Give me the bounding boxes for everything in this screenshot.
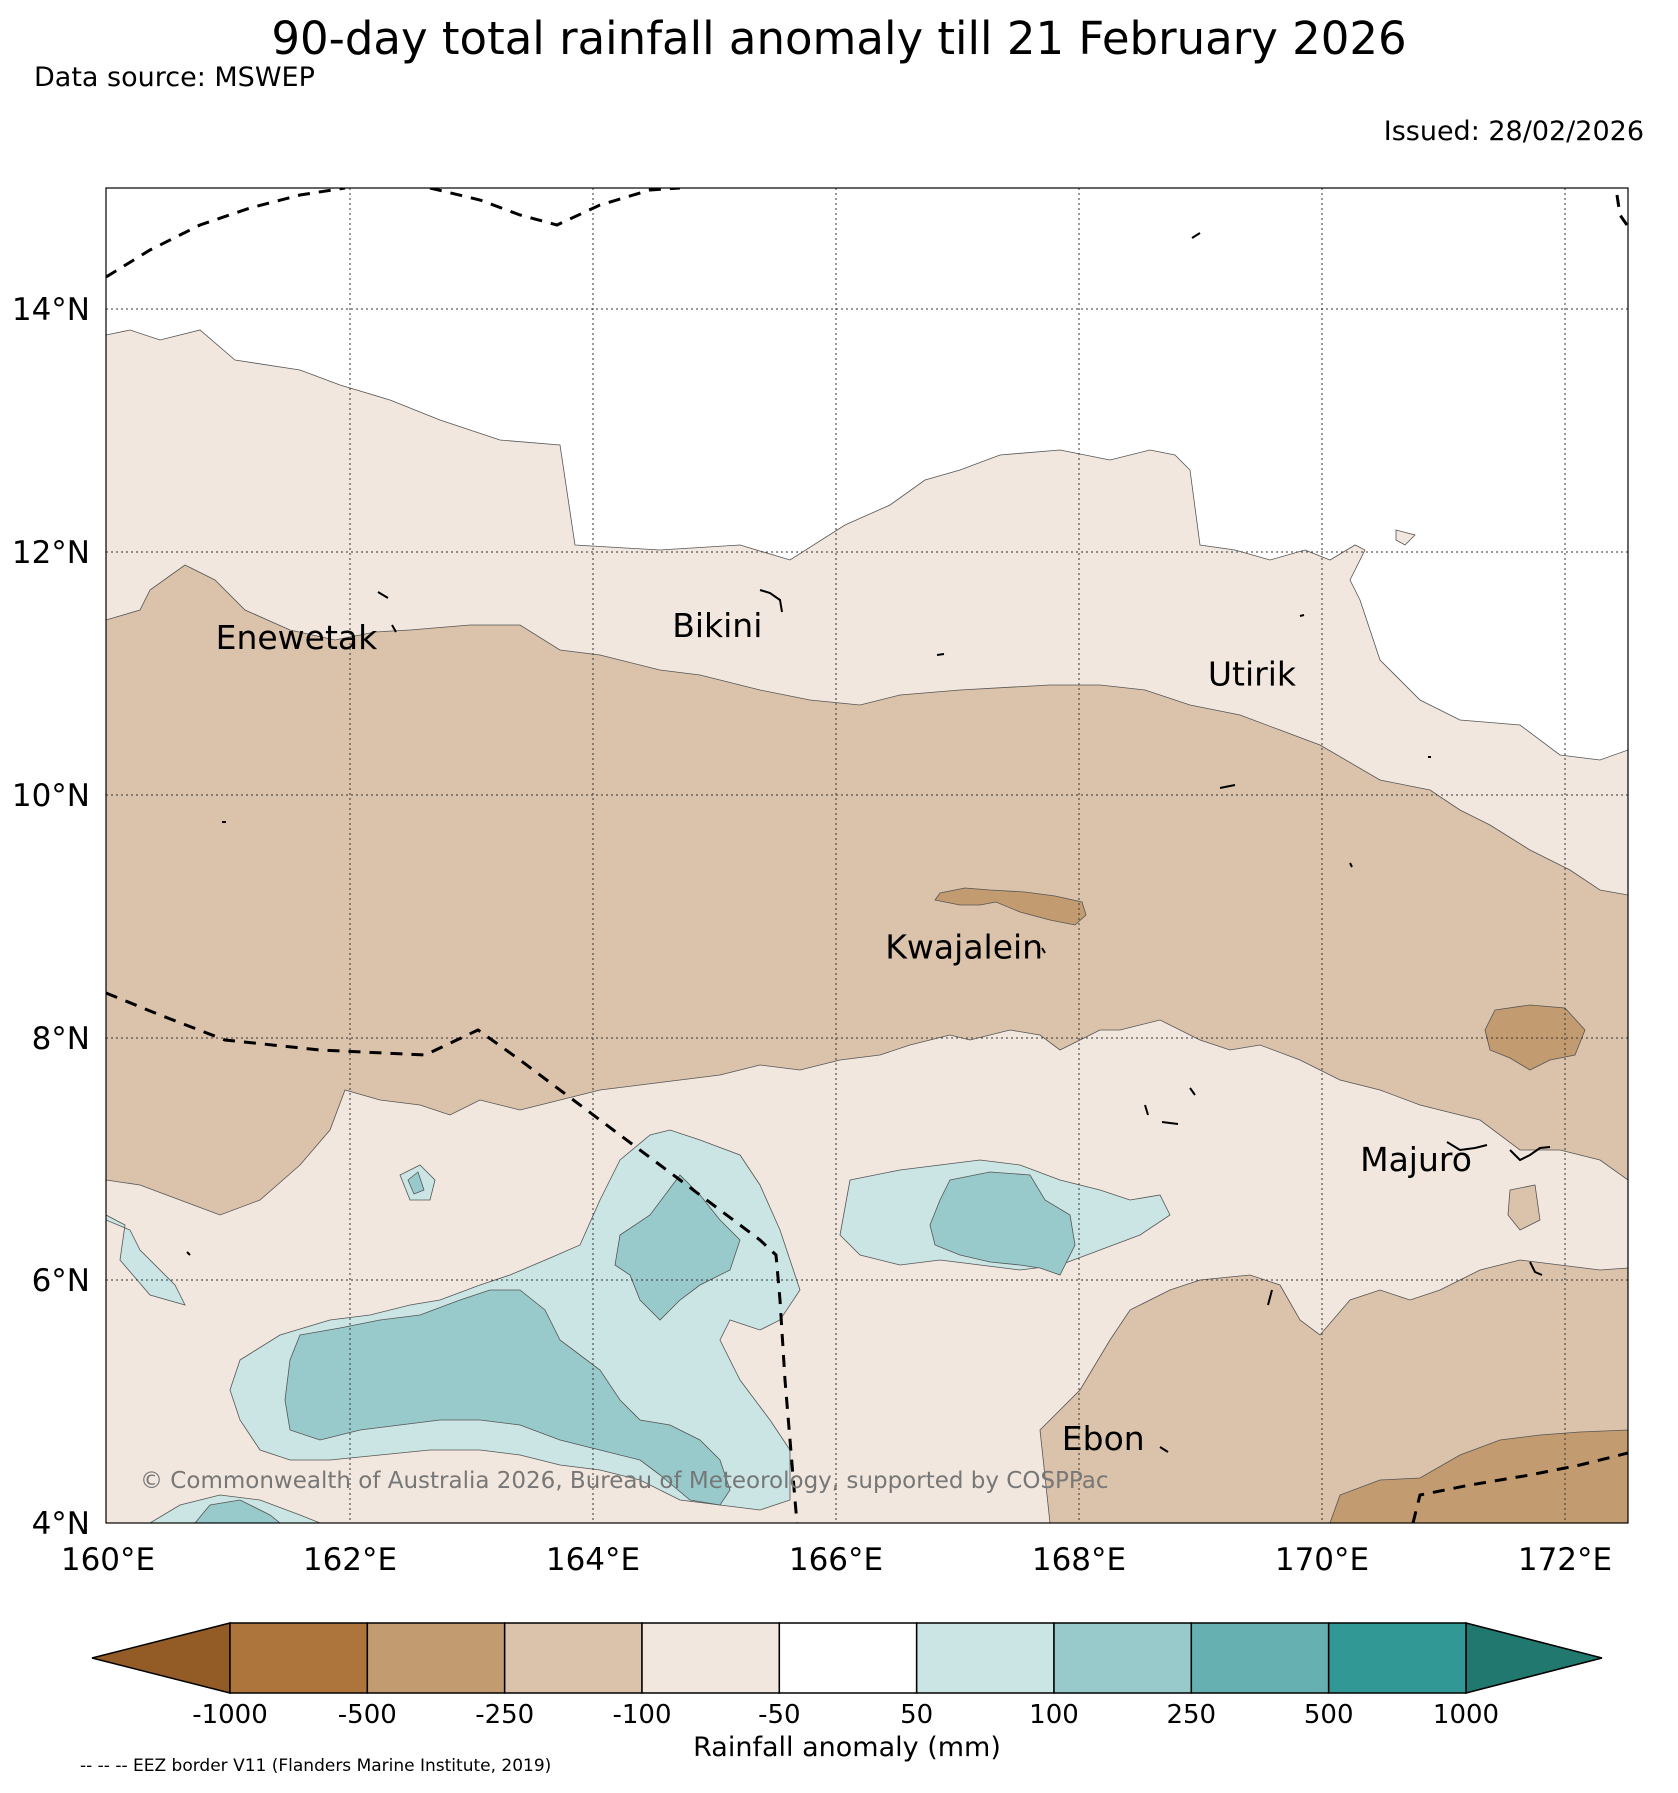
anomaly-band-teal-middle xyxy=(614,1174,741,1321)
eez-border-north xyxy=(106,188,681,279)
colorbar-tick-label: -50 xyxy=(758,1700,800,1730)
place-label-majuro: Majuro xyxy=(1360,1140,1472,1179)
colorbar-cell xyxy=(366,1622,506,1694)
map-title: 90-day total rainfall anomaly till 21 Fe… xyxy=(271,12,1407,65)
colorbar-tick-label: -100 xyxy=(612,1700,671,1730)
anomaly-fields xyxy=(106,329,1628,1523)
lon-label-172e: 172°E xyxy=(1518,1542,1612,1578)
graticule xyxy=(106,188,1628,1523)
lat-label-6n: 6°N xyxy=(32,1263,90,1299)
lat-label-4n: 4°N xyxy=(32,1506,90,1542)
colorbar-tick-label: 50 xyxy=(900,1700,933,1730)
anomaly-band-tan-middle xyxy=(106,564,1628,1216)
data-source: Data source: MSWEP xyxy=(34,62,315,93)
colorbar-cell xyxy=(1327,1622,1467,1694)
place-label-ebon: Ebon xyxy=(1062,1419,1145,1458)
colorbar-cell xyxy=(915,1622,1055,1694)
colorbar-cell xyxy=(641,1622,781,1694)
lon-label-168e: 168°E xyxy=(1032,1542,1126,1578)
eez-border-northeast xyxy=(1615,194,1628,226)
lat-label-10n: 10°N xyxy=(12,778,90,814)
colorbar-over-arrow xyxy=(1465,1622,1603,1694)
colorbar-cell xyxy=(778,1622,918,1694)
latitude-labels: 14°N 12°N 10°N 8°N 6°N 4°N xyxy=(12,292,90,1542)
colorbar-cell xyxy=(229,1622,369,1694)
anomaly-band-teal-west xyxy=(284,1289,731,1506)
place-label-bikini: Bikini xyxy=(672,606,762,645)
lat-label-8n: 8°N xyxy=(32,1021,90,1057)
anomaly-band-light-extra xyxy=(1395,529,1416,546)
anomaly-band-tan-spot xyxy=(1507,1184,1541,1231)
colorbar-cell xyxy=(1190,1622,1330,1694)
map-frame xyxy=(105,187,1629,1524)
anomaly-band-teal-east xyxy=(929,1171,1076,1276)
colorbar-tick-label: -250 xyxy=(475,1700,534,1730)
colorbar-tick-label: 250 xyxy=(1166,1700,1216,1730)
lon-label-164e: 164°E xyxy=(546,1542,640,1578)
eez-border-south xyxy=(1411,1451,1628,1523)
place-label-utirik: Utirik xyxy=(1208,655,1297,694)
colorbar-tick-label: -1000 xyxy=(192,1700,268,1730)
anomaly-band-brown-south xyxy=(1329,1429,1628,1523)
lon-label-160e: 160°E xyxy=(61,1542,155,1578)
colorbar-tick-label: 500 xyxy=(1304,1700,1354,1730)
issued-date: Issued: 28/02/2026 xyxy=(1383,116,1644,147)
colorbar-cell xyxy=(503,1622,643,1694)
place-labels: Enewetak Bikini Utirik Kwajalein Majuro … xyxy=(216,606,1472,1458)
colorbar-tick-label: -500 xyxy=(338,1700,397,1730)
longitude-labels: 160°E 162°E 164°E 166°E 168°E 170°E 172°… xyxy=(61,1542,1612,1578)
anomaly-band-teal-light-edge xyxy=(106,1214,186,1306)
colorbar-tick-label: 100 xyxy=(1029,1700,1079,1730)
colorbar-cell xyxy=(1053,1622,1193,1694)
lat-label-14n: 14°N xyxy=(12,292,90,328)
anomaly-band-teal-spot xyxy=(407,1171,425,1195)
lat-label-12n: 12°N xyxy=(12,535,90,571)
eez-border-west xyxy=(106,991,799,1523)
lon-label-170e: 170°E xyxy=(1275,1542,1369,1578)
island-coastlines xyxy=(186,232,1551,1453)
place-label-enewetak: Enewetak xyxy=(216,618,379,657)
lon-label-162e: 162°E xyxy=(303,1542,397,1578)
anomaly-band-brown-east xyxy=(1484,1004,1586,1071)
eez-legend-note: -- -- -- EEZ border V11 (Flanders Marine… xyxy=(80,1756,552,1776)
copyright-notice: © Commonwealth of Australia 2026, Bureau… xyxy=(140,1468,1109,1494)
anomaly-band-brown-kwajalein xyxy=(934,887,1087,926)
eez-borders xyxy=(106,188,1628,1523)
lon-label-166e: 166°E xyxy=(789,1542,883,1578)
colorbar-tick-label: 1000 xyxy=(1433,1700,1499,1730)
colorbar-title: Rainfall anomaly (mm) xyxy=(693,1732,1001,1763)
colorbar: -1000 -500 -250 -100 -50 50 100 250 500 1000 Rain… xyxy=(91,1622,1603,1763)
anomaly-band-teal-southwest xyxy=(194,1499,281,1523)
place-label-kwajalein: Kwajalein xyxy=(885,928,1043,967)
colorbar-under-arrow xyxy=(91,1622,231,1694)
